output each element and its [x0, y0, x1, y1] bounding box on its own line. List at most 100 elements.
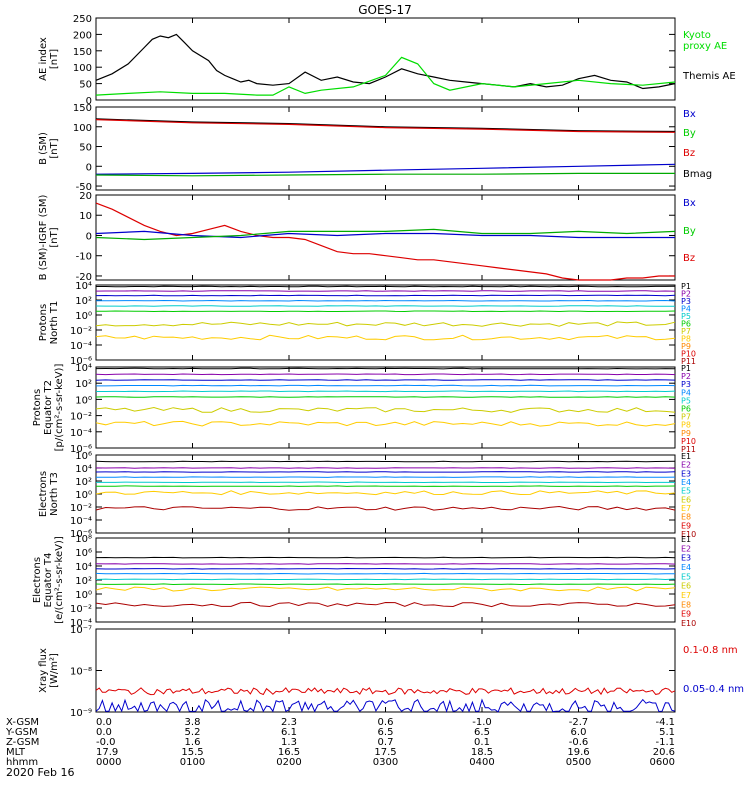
- legend-label: E7: [681, 591, 691, 600]
- flux-channel-line: [96, 384, 676, 387]
- x-axis-row-value: -1.1: [655, 737, 675, 748]
- x-axis-row-value: 0500: [566, 757, 591, 768]
- y-tick-label: 150: [73, 47, 92, 58]
- x-axis-row-value: 6.0: [571, 727, 587, 738]
- legend-label: P5: [681, 396, 691, 405]
- y-tick-label: 10²: [75, 576, 92, 587]
- y-tick-label: 10⁻⁴: [70, 341, 92, 352]
- x-axis-row-value: 5.2: [185, 727, 201, 738]
- y-tick-label: 0: [86, 231, 92, 242]
- y-axis-label: North T1: [49, 301, 60, 345]
- flux-channel-line: [95, 467, 676, 469]
- y-axis-label: Equator T4: [43, 553, 54, 608]
- y-tick-label: 0: [86, 162, 92, 173]
- series-line-bx: [95, 230, 675, 239]
- x-axis-row-value: 0200: [276, 757, 301, 768]
- flux-channel-line: [95, 396, 676, 398]
- y-tick-label: 10⁻⁶: [70, 529, 92, 540]
- flux-channel-line: [96, 299, 676, 302]
- legend-label: E6: [681, 582, 691, 591]
- legend-label: P11: [681, 445, 696, 454]
- flux-channel-line: [95, 601, 676, 608]
- x-axis-row-value: 3.8: [185, 717, 201, 728]
- y-tick-label: 50: [79, 80, 92, 91]
- flux-channel-line: [96, 476, 676, 478]
- legend-label: P3: [681, 380, 691, 389]
- legend-label: P8: [681, 421, 691, 430]
- panel-ee: 10⁸ 10⁶ 10⁴ 10² 10⁰ 10⁻² 10⁻⁴ Electrons Equator …: [32, 534, 696, 629]
- panel-xray: 10⁻⁷ 10⁻⁸ 10⁻⁹ Xray flux [W/m²] 0.1-0.8 nm 0.0…: [38, 625, 744, 719]
- y-tick-label: 10⁰: [75, 490, 92, 501]
- y-axis-label: Protons: [38, 304, 49, 341]
- legend-label: E3: [681, 554, 691, 563]
- x-axis-row-value: 6.1: [281, 727, 297, 738]
- flux-channel-line: [95, 406, 676, 413]
- legend-label: proxy AE: [683, 41, 727, 52]
- y-tick-label: 10⁻²: [70, 326, 92, 337]
- legend-label: By: [683, 226, 696, 237]
- y-tick-label: 10⁰: [75, 311, 92, 322]
- x-axis-row-value: -0.0: [96, 737, 116, 748]
- flux-channel-line: [95, 563, 676, 565]
- legend-label: P11: [681, 357, 696, 366]
- panel-bigrf: 20 10 0 -10 -20 B (SM)-IGRF (SM) [nT] Bx By Bz: [38, 191, 696, 283]
- y-tick-label: 10²: [75, 296, 92, 307]
- y-tick-label: 100: [73, 123, 92, 134]
- legend-label: E1: [681, 452, 691, 461]
- x-axis-row-value: 6.5: [378, 727, 394, 738]
- legend-label: E4: [681, 478, 691, 487]
- legend-label: P6: [681, 320, 691, 329]
- panel-frame: [95, 366, 676, 449]
- series-line-bmag: [95, 118, 676, 133]
- legend-label: E6: [681, 495, 691, 504]
- y-tick-label: -20: [76, 272, 92, 283]
- x-axis-row-label: MLT: [6, 747, 26, 758]
- legend-label: E5: [681, 487, 691, 496]
- series-line-by: [95, 172, 675, 177]
- legend-label: E8: [681, 600, 691, 609]
- legend-label: E10: [681, 530, 696, 539]
- x-axis-row-value: -2.7: [569, 717, 589, 728]
- y-axis-label: [p/(cm²-s-sr-keV)]: [54, 364, 65, 452]
- series-line-themis-ae: [95, 33, 676, 90]
- flux-channel-line: [96, 285, 676, 288]
- panel-pn: 10⁴ 10² 10⁰ 10⁻² 10⁻⁴ 10⁻⁶ Protons North T1 P1P2…: [38, 281, 696, 367]
- panel-frame: [95, 454, 676, 534]
- legend-label: P4: [681, 305, 691, 314]
- flux-channel-line: [95, 583, 676, 586]
- x-axis-row-value: 16.5: [278, 747, 300, 758]
- y-tick-label: 0: [86, 96, 92, 107]
- x-axis-row-value: -0.6: [569, 737, 589, 748]
- y-tick-label: 10⁻²: [70, 604, 92, 615]
- y-tick-label: 10⁴: [75, 562, 92, 573]
- flux-channel-line: [95, 367, 676, 370]
- flux-channel-line: [95, 321, 676, 327]
- y-tick-label: 10⁻⁸: [70, 667, 92, 678]
- flux-channel-line: [95, 420, 676, 427]
- x-axis-row-value: 0600: [650, 757, 675, 768]
- series-line-bz: [95, 119, 676, 133]
- y-tick-label: -50: [76, 182, 92, 193]
- x-axis-row-value: 1.3: [281, 737, 297, 748]
- y-tick-label: 10⁻⁷: [70, 625, 92, 636]
- xray-series-line: [95, 698, 676, 713]
- y-axis-label: B (SM): [38, 132, 49, 165]
- x-axis-row-label: Y-GSM: [5, 727, 38, 738]
- flux-channel-line: [95, 490, 676, 496]
- y-axis-label: Protons: [32, 389, 43, 426]
- legend-label: Bx: [683, 109, 696, 120]
- y-tick-label: 10⁸: [75, 534, 92, 545]
- legend-label: Bmag: [683, 169, 712, 180]
- x-axis-row-value: 0.6: [378, 717, 394, 728]
- legend-label: P10: [681, 350, 696, 359]
- y-axis-label: [nT]: [49, 138, 60, 158]
- y-tick-label: 50: [79, 143, 92, 154]
- legend-label: P2: [681, 372, 691, 381]
- flux-channel-line: [95, 334, 676, 341]
- y-tick-label: 10⁴: [75, 363, 92, 374]
- flux-channel-line: [95, 305, 676, 307]
- x-axis-row-value: 19.6: [567, 747, 589, 758]
- x-axis-row-value: 2.3: [281, 717, 297, 728]
